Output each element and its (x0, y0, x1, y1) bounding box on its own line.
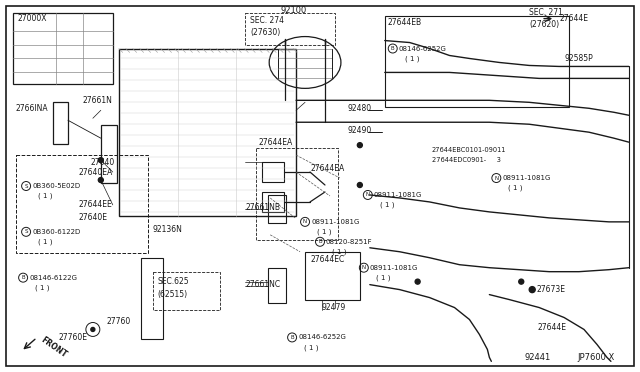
Text: 08120-8251F: 08120-8251F (326, 239, 372, 245)
Text: 27644EDC0901-     3: 27644EDC0901- 3 (431, 157, 500, 163)
Text: 0B360-5E02D: 0B360-5E02D (32, 183, 80, 189)
Bar (16, 155, 148, 253)
Text: 92479: 92479 (322, 303, 346, 312)
Text: ( 1 ): ( 1 ) (376, 275, 390, 281)
Circle shape (415, 279, 420, 284)
Bar (152, 272, 220, 310)
Text: 27673E: 27673E (536, 285, 565, 294)
Text: 27760: 27760 (107, 317, 131, 326)
Bar (101, 125, 116, 183)
Text: 27644EC: 27644EC (310, 255, 344, 264)
Text: N: N (365, 192, 370, 198)
Bar (119, 48, 296, 216)
Text: 92441: 92441 (524, 353, 550, 362)
Text: ( 1 ): ( 1 ) (38, 238, 52, 245)
Bar (245, 13, 335, 45)
Text: S: S (24, 229, 28, 234)
Text: ( 1 ): ( 1 ) (380, 202, 394, 208)
Text: B: B (21, 275, 25, 280)
Text: (62515): (62515) (157, 290, 188, 299)
Text: 08146-6122G: 08146-6122G (29, 275, 77, 280)
Text: 27640E: 27640E (79, 214, 108, 222)
Circle shape (529, 286, 535, 293)
Text: ( 1 ): ( 1 ) (404, 55, 419, 62)
Text: 27640EA: 27640EA (79, 167, 113, 177)
Text: 92585P: 92585P (564, 54, 593, 63)
Text: 27644E: 27644E (537, 323, 566, 332)
Text: ( 1 ): ( 1 ) (508, 185, 523, 191)
Text: SEC. 274: SEC. 274 (250, 16, 284, 25)
Bar (141, 258, 163, 339)
Text: 27644EBC0101-09011: 27644EBC0101-09011 (431, 147, 506, 153)
Text: 92136N: 92136N (152, 225, 182, 234)
Bar (53, 102, 68, 144)
Text: N: N (362, 265, 366, 270)
Text: ( 1 ): ( 1 ) (35, 284, 49, 291)
Text: 92100: 92100 (280, 6, 307, 15)
Text: 27644EA: 27644EA (310, 164, 344, 173)
Text: SEC.625: SEC.625 (157, 277, 189, 286)
Text: ( 1 ): ( 1 ) (332, 248, 346, 255)
Bar (262, 192, 284, 212)
Text: JP7600 X: JP7600 X (577, 353, 614, 362)
Text: N: N (303, 219, 307, 224)
Circle shape (357, 183, 362, 187)
Text: 27661N: 27661N (83, 96, 113, 105)
Text: 27644EE: 27644EE (79, 201, 113, 209)
Circle shape (91, 327, 95, 331)
Bar (13, 13, 113, 84)
Text: 08911-1081G: 08911-1081G (311, 219, 360, 225)
Circle shape (519, 279, 524, 284)
Circle shape (99, 177, 103, 183)
Text: FRONT: FRONT (39, 335, 68, 360)
Bar (268, 268, 286, 302)
Text: B: B (291, 335, 294, 340)
Text: 27644E: 27644E (559, 14, 588, 23)
Bar (262, 162, 284, 182)
Text: 08146-6252G: 08146-6252G (399, 45, 447, 51)
Text: 08146-6252G: 08146-6252G (298, 334, 346, 340)
Text: (27620): (27620) (529, 20, 559, 29)
Text: 92490: 92490 (348, 126, 372, 135)
Text: 27640: 27640 (91, 158, 115, 167)
Text: 08911-1081G: 08911-1081G (374, 192, 422, 198)
Text: ( 1 ): ( 1 ) (304, 344, 319, 351)
Text: 27644EA: 27644EA (258, 138, 292, 147)
Text: (27630): (27630) (250, 28, 280, 37)
Text: B: B (391, 46, 394, 51)
Text: 08911-1081G: 08911-1081G (502, 175, 550, 181)
Bar (385, 16, 569, 107)
Text: 27661NB: 27661NB (245, 203, 280, 212)
Text: ( 1 ): ( 1 ) (38, 193, 52, 199)
Text: SEC. 271: SEC. 271 (529, 8, 563, 17)
Text: 92480: 92480 (348, 104, 372, 113)
Text: B: B (318, 239, 322, 244)
Text: 27760E: 27760E (59, 333, 88, 342)
Text: 27661NC: 27661NC (245, 280, 280, 289)
Text: N: N (494, 176, 499, 180)
Text: S: S (24, 183, 28, 189)
Text: 27000X: 27000X (17, 14, 47, 23)
Text: 08911-1081G: 08911-1081G (370, 265, 418, 271)
Text: 0B360-6122D: 0B360-6122D (32, 229, 81, 235)
Text: ( 1 ): ( 1 ) (317, 228, 332, 235)
Circle shape (99, 158, 103, 163)
Bar (305, 252, 360, 299)
Circle shape (357, 143, 362, 148)
Bar (268, 195, 286, 223)
Bar (256, 148, 338, 240)
Text: 27644EB: 27644EB (388, 18, 422, 27)
Text: 2766INA: 2766INA (15, 104, 48, 113)
